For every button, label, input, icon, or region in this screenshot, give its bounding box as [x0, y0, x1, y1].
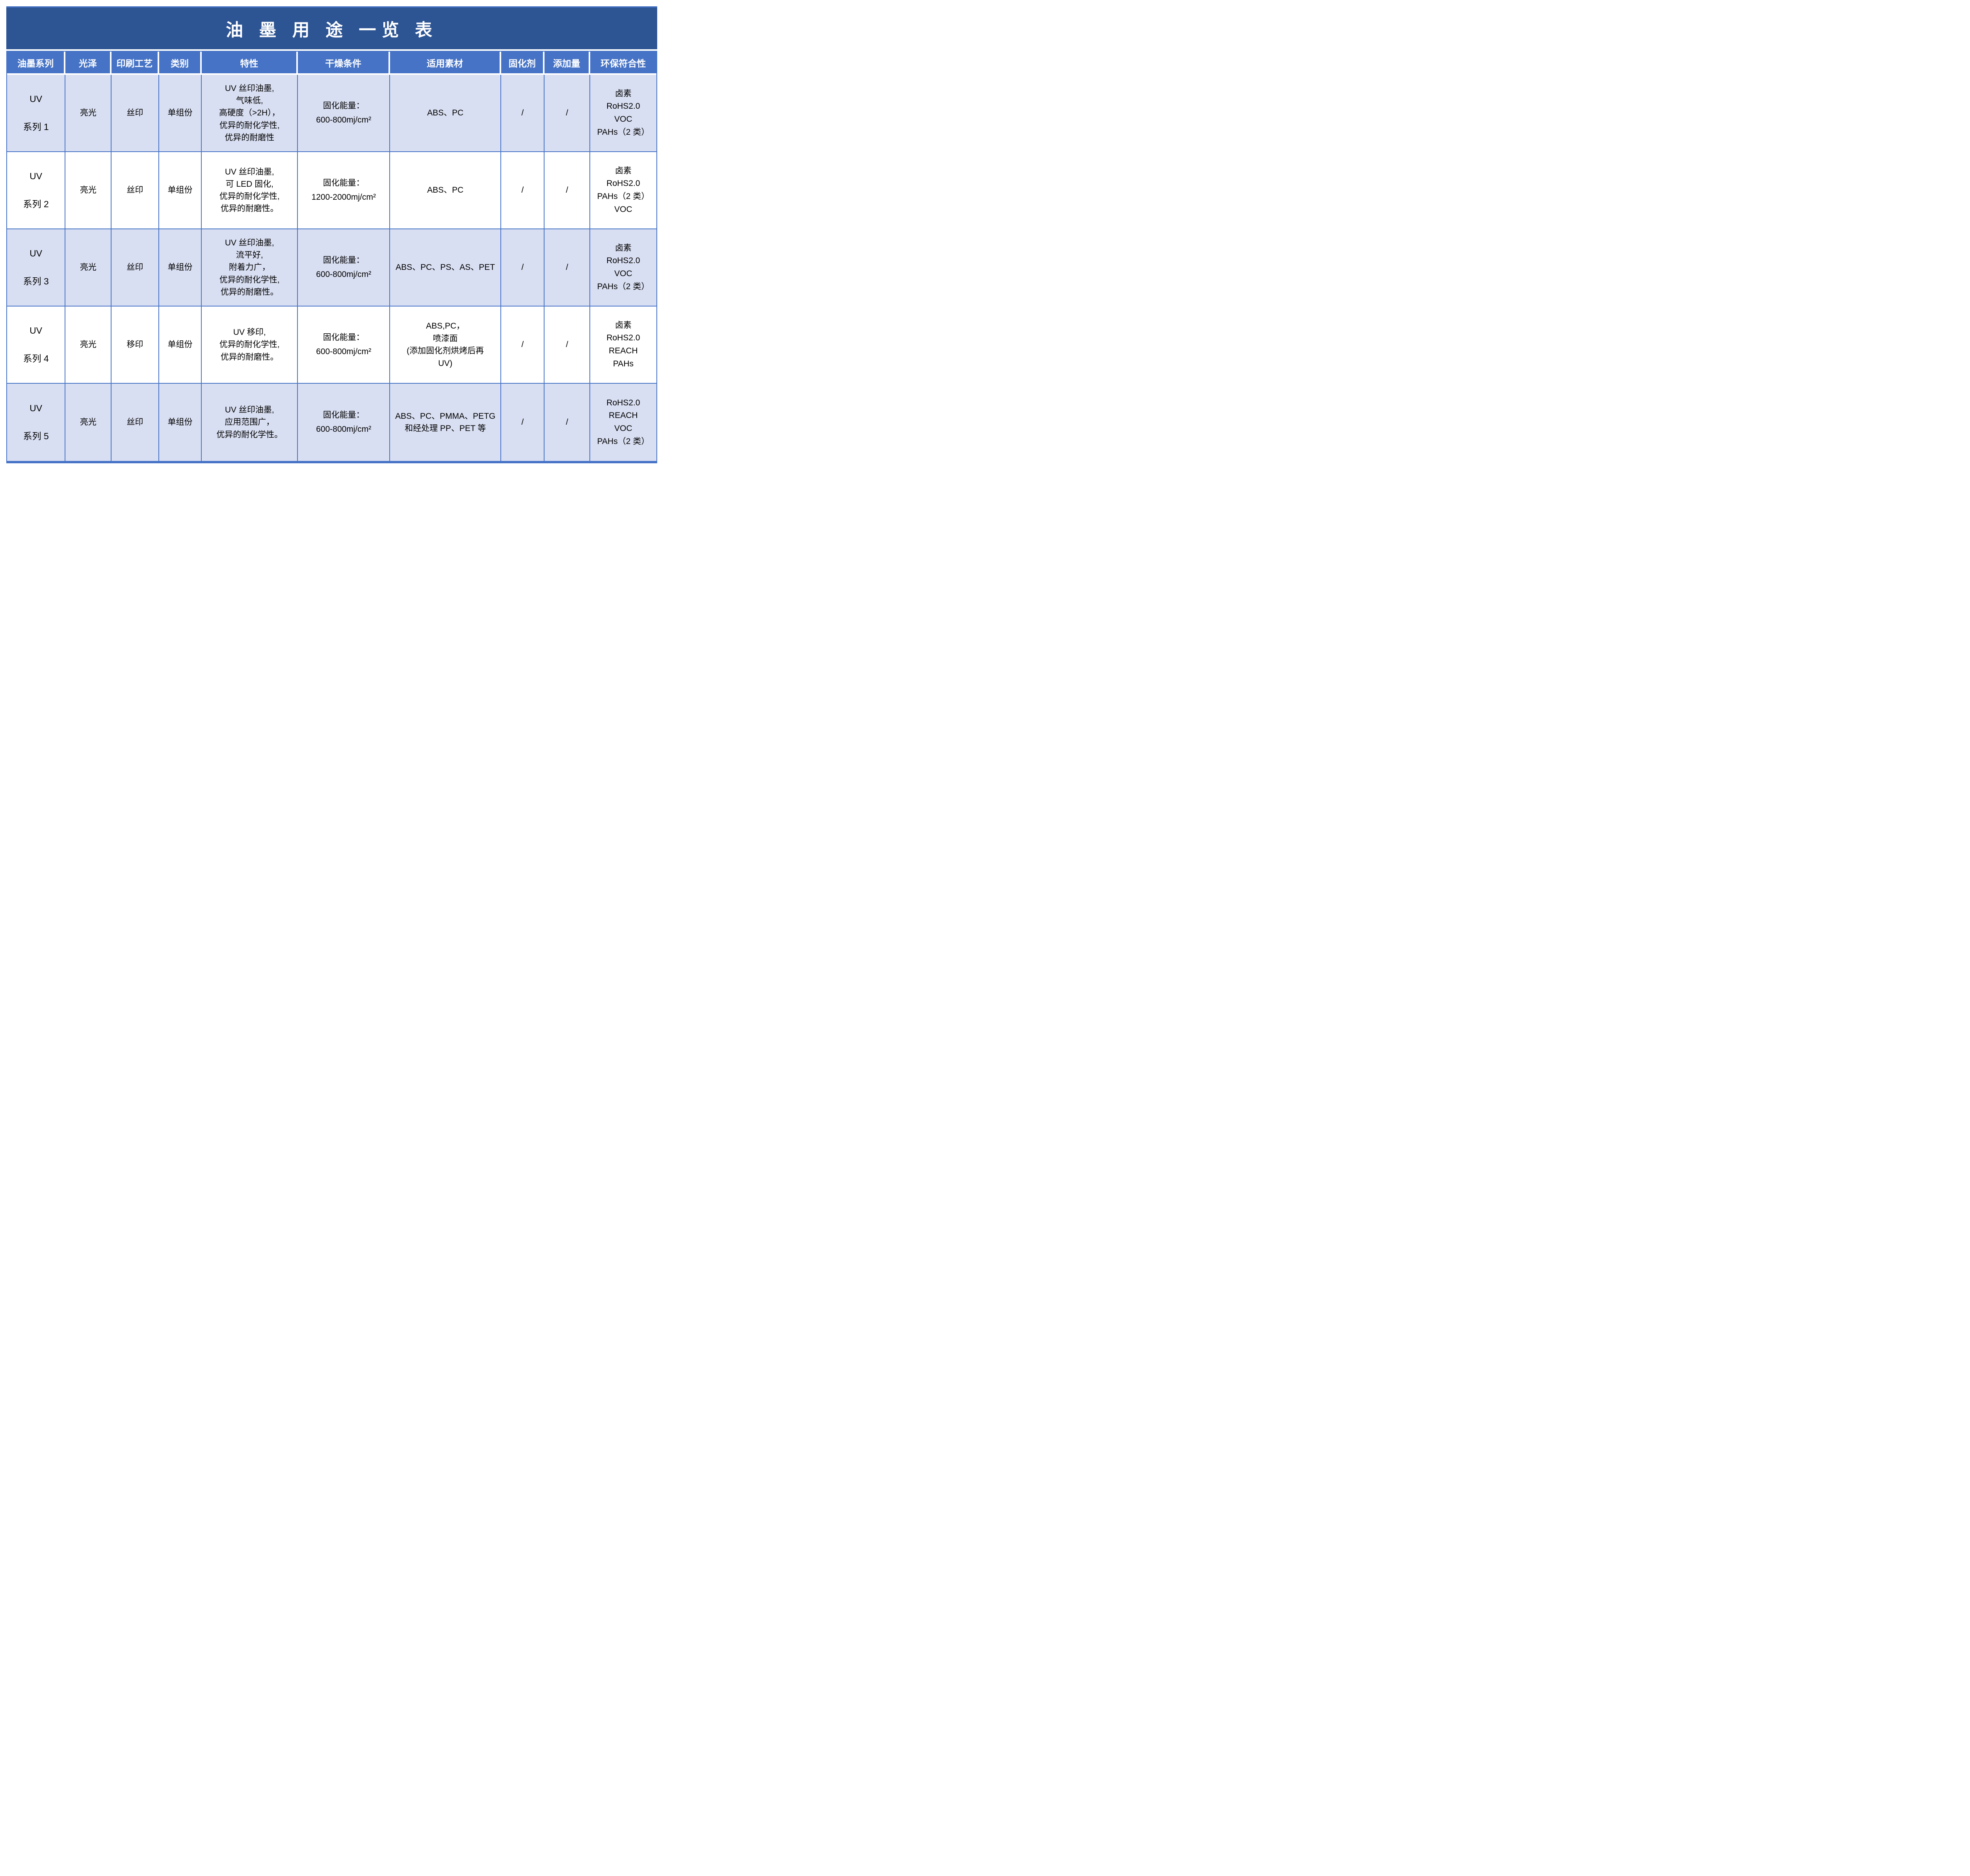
cell-category: 单组份	[159, 152, 202, 229]
cell-category: 单组份	[159, 75, 202, 152]
cell-series: UV 系列 4	[7, 306, 66, 384]
column-header-printing-process: 印刷工艺	[112, 52, 159, 75]
ink-usage-table: 油墨系列 光泽 印刷工艺 类别 特性 干燥条件 适用素材 固化剂 添加量 环保符…	[6, 51, 657, 463]
column-header-addition-amount: 添加量	[545, 52, 590, 75]
table-grid: 油墨系列 光泽 印刷工艺 类别 特性 干燥条件 适用素材 固化剂 添加量 环保符…	[7, 52, 656, 461]
cell-gloss: 亮光	[65, 152, 112, 229]
cell-process: 移印	[112, 306, 159, 384]
cell-addition: /	[545, 384, 590, 461]
cell-process: 丝印	[112, 384, 159, 461]
cell-compliance: 卤素 RoHS2.0 VOC PAHs（2 类）	[590, 75, 656, 152]
column-header-category: 类别	[159, 52, 202, 75]
cell-addition: /	[545, 75, 590, 152]
column-header-applicable-substrates: 适用素材	[390, 52, 502, 75]
column-header-curing-agent: 固化剂	[501, 52, 545, 75]
cell-compliance: 卤素 RoHS2.0 REACH PAHs	[590, 306, 656, 384]
cell-features: UV 丝印油墨, 流平好, 附着力广， 优异的耐化学性, 优异的耐磨性。	[202, 229, 298, 306]
column-header-ink-series: 油墨系列	[7, 52, 66, 75]
cell-curing-agent: /	[501, 152, 545, 229]
cell-series: UV 系列 2	[7, 152, 66, 229]
cell-curing-agent: /	[501, 306, 545, 384]
column-header-features: 特性	[202, 52, 298, 75]
cell-series: UV 系列 1	[7, 75, 66, 152]
cell-substrates: ABS、PC	[390, 152, 502, 229]
cell-addition: /	[545, 152, 590, 229]
cell-addition: /	[545, 229, 590, 306]
cell-gloss: 亮光	[65, 384, 112, 461]
cell-category: 单组份	[159, 384, 202, 461]
page-title: 油 墨 用 途 一览 表	[225, 20, 438, 40]
cell-curing-agent: /	[501, 384, 545, 461]
cell-drying: 固化能量： 600-800mj/cm²	[298, 384, 390, 461]
cell-process: 丝印	[112, 152, 159, 229]
cell-substrates: ABS、PC	[390, 75, 502, 152]
cell-substrates: ABS,PC， 喷漆面 (添加固化剂烘烤后再 UV)	[390, 306, 502, 384]
cell-substrates: ABS、PC、PMMA、PETG 和经处理 PP、PET 等	[390, 384, 502, 461]
column-header-gloss: 光泽	[65, 52, 112, 75]
cell-gloss: 亮光	[65, 306, 112, 384]
cell-gloss: 亮光	[65, 229, 112, 306]
column-header-drying-conditions: 干燥条件	[298, 52, 390, 75]
column-header-environmental-compliance: 环保符合性	[590, 52, 656, 75]
cell-compliance: RoHS2.0 REACH VOC PAHs（2 类）	[590, 384, 656, 461]
cell-series: UV 系列 3	[7, 229, 66, 306]
cell-features: UV 丝印油墨, 气味低, 高硬度（>2H）， 优异的耐化学性, 优异的耐磨性	[202, 75, 298, 152]
cell-drying: 固化能量： 1200-2000mj/cm²	[298, 152, 390, 229]
table-title-bar: 油 墨 用 途 一览 表	[6, 6, 657, 49]
cell-compliance: 卤素 RoHS2.0 VOC PAHs（2 类）	[590, 229, 656, 306]
cell-compliance: 卤素 RoHS2.0 PAHs（2 类） VOC	[590, 152, 656, 229]
cell-process: 丝印	[112, 229, 159, 306]
cell-substrates: ABS、PC、PS、AS、PET	[390, 229, 502, 306]
cell-category: 单组份	[159, 306, 202, 384]
cell-features: UV 移印, 优异的耐化学性, 优异的耐磨性。	[202, 306, 298, 384]
cell-drying: 固化能量： 600-800mj/cm²	[298, 306, 390, 384]
cell-gloss: 亮光	[65, 75, 112, 152]
cell-features: UV 丝印油墨, 应用范围广， 优异的耐化学性。	[202, 384, 298, 461]
cell-curing-agent: /	[501, 75, 545, 152]
cell-process: 丝印	[112, 75, 159, 152]
cell-features: UV 丝印油墨, 可 LED 固化, 优异的耐化学性, 优异的耐磨性。	[202, 152, 298, 229]
cell-drying: 固化能量： 600-800mj/cm²	[298, 75, 390, 152]
cell-category: 单组份	[159, 229, 202, 306]
cell-curing-agent: /	[501, 229, 545, 306]
cell-drying: 固化能量： 600-800mj/cm²	[298, 229, 390, 306]
cell-addition: /	[545, 306, 590, 384]
cell-series: UV 系列 5	[7, 384, 66, 461]
